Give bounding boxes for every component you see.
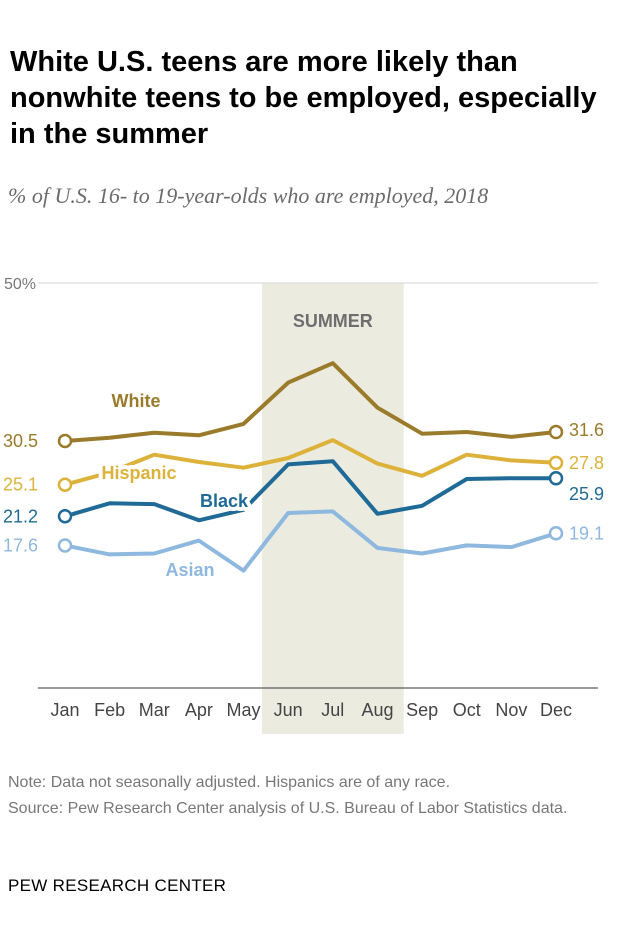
x-tick-label-may: May bbox=[227, 700, 261, 720]
x-tick-label-oct: Oct bbox=[453, 700, 481, 720]
x-tick-label-jun: Jun bbox=[274, 700, 303, 720]
hispanic-end-value: 27.8 bbox=[569, 453, 604, 473]
asian-series-line bbox=[63, 509, 558, 573]
white-series-line bbox=[63, 361, 558, 443]
chart-source: Source: Pew Research Center analysis of … bbox=[8, 800, 568, 817]
white-start-point bbox=[57, 433, 73, 449]
x-tick-label-jul: Jul bbox=[321, 700, 344, 720]
asian-start-value: 17.6 bbox=[3, 535, 38, 555]
hispanic-start-point bbox=[57, 477, 73, 492]
black-start-value: 21.2 bbox=[3, 506, 38, 526]
white-end-value: 31.6 bbox=[569, 420, 604, 440]
black-series-line bbox=[63, 459, 558, 523]
hispanic-series-label: Hispanic bbox=[101, 463, 176, 483]
chart-title: White U.S. teens are more likely than no… bbox=[10, 46, 597, 150]
x-tick-label-feb: Feb bbox=[94, 700, 125, 720]
x-tick-label-apr: Apr bbox=[185, 700, 213, 720]
y-tick-label-50: 50% bbox=[4, 276, 36, 293]
white-series-label: White bbox=[112, 391, 161, 411]
summer-label: SUMMER bbox=[293, 311, 373, 331]
x-tick-label-nov: Nov bbox=[495, 700, 527, 720]
white-end-point bbox=[548, 424, 564, 440]
brand-logo-text: PEW RESEARCH CENTER bbox=[8, 876, 227, 895]
line-chart: SUMMER 50% Jan Feb Mar Apr May Jun Jul Aug Sep Oct N… bbox=[3, 276, 604, 734]
hispanic-start-value: 25.1 bbox=[3, 475, 38, 495]
black-end-point bbox=[548, 470, 564, 486]
asian-end-value: 19.1 bbox=[569, 523, 604, 543]
x-tick-label-sep: Sep bbox=[406, 700, 438, 720]
black-start-point bbox=[57, 509, 73, 524]
white-start-value: 30.5 bbox=[3, 431, 38, 451]
hispanic-series-line bbox=[63, 438, 558, 487]
x-tick-label-mar: Mar bbox=[139, 700, 170, 720]
asian-series-label: Asian bbox=[165, 560, 214, 580]
asian-end-point bbox=[548, 526, 564, 541]
x-tick-label-aug: Aug bbox=[361, 700, 393, 720]
summer-band bbox=[261, 283, 404, 734]
x-tick-label-dec: Dec bbox=[540, 700, 572, 720]
black-series-label: Black bbox=[200, 491, 249, 511]
chart-subtitle: % of U.S. 16- to 19-year-olds who are em… bbox=[8, 183, 489, 208]
chart-note: Note: Data not seasonally adjusted. Hisp… bbox=[8, 774, 451, 791]
hispanic-end-point bbox=[548, 455, 564, 471]
chart-footer: Note: Data not seasonally adjusted. Hisp… bbox=[8, 770, 612, 822]
x-tick-label-jan: Jan bbox=[50, 700, 79, 720]
black-end-value: 25.9 bbox=[569, 484, 604, 504]
asian-start-point bbox=[57, 538, 73, 553]
